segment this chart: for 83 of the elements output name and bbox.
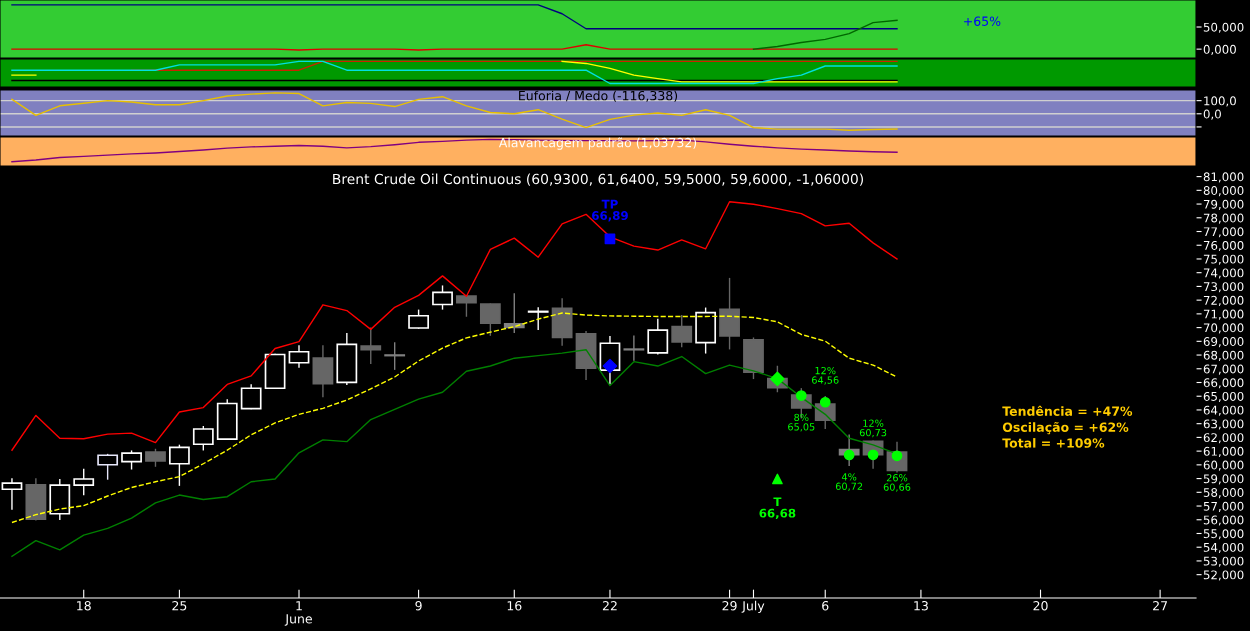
- point: [843, 449, 855, 461]
- y-tick-label: 66,000: [1203, 378, 1244, 389]
- point: [772, 473, 783, 485]
- candlestick: [1, 478, 23, 510]
- y-tick-label: 64,000: [1203, 405, 1244, 416]
- y-tick-label: 53,000: [1203, 556, 1244, 567]
- line-series: [11, 201, 898, 451]
- candlestick: [671, 315, 693, 348]
- y-tick-label: 79,000: [1203, 199, 1244, 210]
- x-tick-label: July: [741, 600, 765, 613]
- y-tick-label: 63,000: [1203, 419, 1244, 430]
- y-tick-label: 50,000: [1203, 22, 1244, 33]
- data-label: TP 66,89: [592, 199, 628, 222]
- point: [819, 396, 831, 408]
- candlestick: [432, 285, 453, 310]
- candlestick: [240, 384, 262, 410]
- candlestick: [479, 303, 501, 336]
- y-tick-label: 72,000: [1203, 295, 1244, 306]
- point: [867, 449, 879, 461]
- annotation: Total = +109%: [1002, 438, 1105, 448]
- y-tick-label: 81,000: [1203, 172, 1244, 183]
- y-tick-label: 80,000: [1203, 186, 1244, 197]
- annotation: Tendência = +47%: [1002, 405, 1133, 416]
- candlestick: [288, 345, 310, 368]
- y-tick-label: 52,000: [1203, 570, 1244, 581]
- y-tick-label: 55,000: [1203, 529, 1244, 540]
- y-tick-label: 74,000: [1203, 268, 1244, 279]
- candlestick: [527, 307, 549, 331]
- line-series: [11, 92, 898, 131]
- x-tick-label: 18: [77, 601, 91, 611]
- y-tick-label: 61,000: [1203, 446, 1244, 457]
- annotation: +65%: [964, 16, 1001, 26]
- data-label: 12% 64,56: [812, 366, 839, 385]
- candlestick: [192, 426, 214, 451]
- y-tick-label: 100,0: [1204, 96, 1236, 107]
- x-tick-label: 20: [1033, 601, 1048, 611]
- y-tick-label: 65,000: [1203, 391, 1244, 403]
- candlestick: [360, 327, 382, 365]
- y-tick-label: 73,000: [1203, 282, 1244, 293]
- y-tick-label: 77,000: [1203, 227, 1244, 238]
- candlestick: [623, 335, 645, 361]
- point: [602, 358, 618, 374]
- x-tick-label: 16: [507, 601, 522, 611]
- y-tick-label: 56,000: [1203, 515, 1244, 526]
- chart-title: Euforia / Medo (-116,338): [519, 90, 678, 102]
- x-tick-label: 25: [172, 601, 187, 611]
- x-tick-label: 29: [722, 601, 737, 611]
- y-tick-label: 62,000: [1203, 433, 1244, 444]
- point: [770, 371, 785, 387]
- y-tick-label: 57,000: [1203, 501, 1244, 512]
- y-tick-label: 59,000: [1203, 474, 1244, 485]
- y-tick-label: 67,000: [1203, 364, 1244, 375]
- data-label: 26% 60,66: [883, 474, 911, 492]
- y-tick-label: 69,000: [1203, 337, 1244, 348]
- x-tick-label: 13: [914, 601, 928, 611]
- data-label: T 66,68: [759, 497, 796, 520]
- y-tick-label: 68,000: [1203, 350, 1244, 361]
- x-tick-label: 9: [415, 601, 422, 611]
- y-tick-label: 75,000: [1203, 254, 1244, 265]
- y-tick-label: 71,000: [1203, 309, 1244, 320]
- y-tick-label: 0,000: [1203, 44, 1236, 55]
- candlestick: [73, 468, 95, 496]
- annotation: Oscilação = +62%: [1002, 422, 1129, 435]
- data-label: 12% 60,73: [859, 419, 887, 438]
- y-tick-label: 0,0: [1203, 109, 1221, 120]
- y-tick-label: 70,000: [1203, 323, 1244, 334]
- y-tick-label: 54,000: [1203, 542, 1244, 554]
- data-label: 8% 65,05: [788, 413, 815, 432]
- x-tick-label: 6: [822, 601, 829, 611]
- y-tick-label: 60,000: [1203, 460, 1244, 471]
- candlestick: [384, 342, 406, 370]
- chart-title: Brent Crude Oil Continuous (60,9300, 61,6400, 59,5000, 59,6000, -1,06000): [333, 173, 863, 186]
- candlestick: [168, 444, 190, 486]
- x-tick-label: 27: [1153, 601, 1167, 611]
- line-series: [752, 19, 898, 50]
- y-tick-label: 58,000: [1203, 488, 1244, 499]
- y-tick-label: 78,000: [1203, 213, 1244, 224]
- y-tick-label: 76,000: [1203, 240, 1244, 252]
- data-label: 4% 60,72: [835, 473, 863, 491]
- candlestick: [647, 318, 669, 355]
- candlestick: [97, 453, 119, 480]
- x-tick-label: 1 June: [284, 601, 312, 626]
- x-tick-label: 22: [602, 601, 617, 611]
